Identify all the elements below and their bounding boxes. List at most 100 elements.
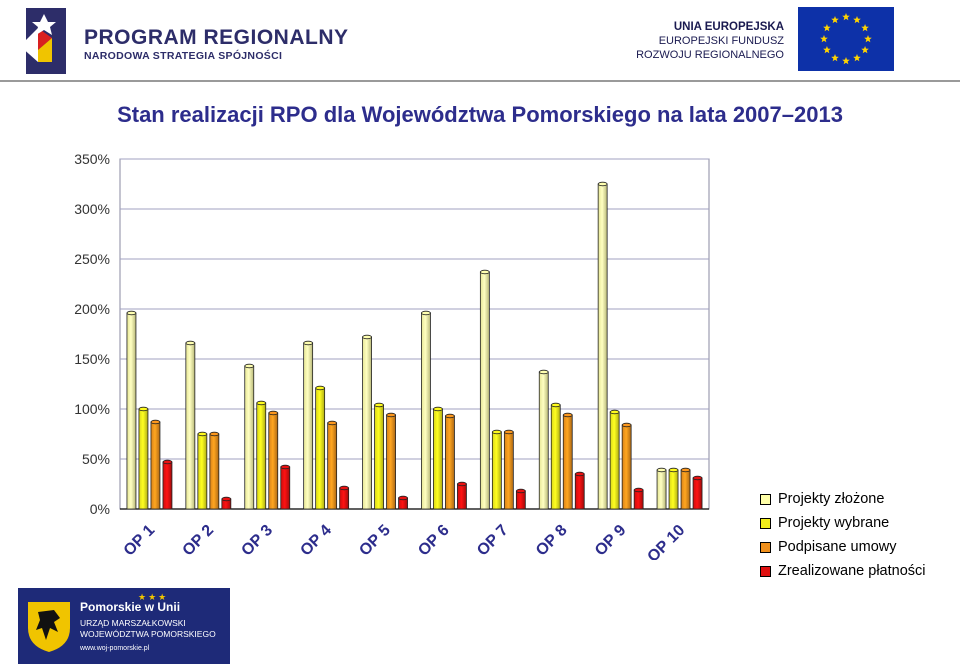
bar xyxy=(209,431,220,510)
y-tick-label: 0% xyxy=(90,501,110,517)
bar xyxy=(656,467,667,510)
bar xyxy=(315,385,326,510)
bar xyxy=(221,496,232,510)
bar xyxy=(150,419,161,510)
bar xyxy=(303,340,314,510)
x-tick-label: OP 6 xyxy=(415,522,453,560)
eu-star-icon xyxy=(820,35,828,43)
bar xyxy=(491,429,502,510)
eu-star-icon xyxy=(861,24,869,32)
bar xyxy=(668,467,679,510)
bar-chart: 0% 50% 100% 150% 200% 250% 300% 350% OP 1 OP 2 OP … xyxy=(74,151,710,560)
bar xyxy=(515,488,526,510)
legend-item-projekty-zlozone: Projekty złożone xyxy=(760,487,926,511)
bar xyxy=(386,412,396,510)
bar xyxy=(138,406,149,510)
eu-star-icon xyxy=(823,46,831,54)
pomorskie-logo: ★★★ Pomorskie w Unii URZĄD MARSZAŁKOWSKI… xyxy=(18,588,230,664)
bar xyxy=(339,485,350,510)
legend-item-zrealizowane-platnosci: Zrealizowane płatności xyxy=(760,559,926,583)
legend-label: Zrealizowane płatności xyxy=(778,563,926,579)
bar xyxy=(609,409,620,510)
x-tick-label: OP 7 xyxy=(474,522,512,560)
bar xyxy=(574,471,585,510)
eu-star-icon xyxy=(831,15,839,24)
bar xyxy=(327,420,338,510)
y-tick-label: 200% xyxy=(74,301,110,317)
bar xyxy=(256,400,267,510)
eu-line-1: UNIA EUROPEJSKA xyxy=(673,21,784,33)
program-subtitle: NARODOWA STRATEGIA SPÓJNOŚCI xyxy=(84,50,283,62)
footer-line-1: URZĄD MARSZAŁKOWSKI xyxy=(80,618,186,628)
x-tick-label: OP 10 xyxy=(644,522,688,560)
bar xyxy=(550,402,561,510)
header-divider xyxy=(0,80,960,82)
y-tick-label: 350% xyxy=(74,151,110,167)
page-header: PROGRAM REGIONALNY NARODOWA STRATEGIA SP… xyxy=(0,0,960,84)
eu-star-icon xyxy=(861,46,869,54)
x-tick-label: OP 2 xyxy=(180,522,218,560)
bar xyxy=(162,459,173,510)
eu-line-2: EUROPEJSKI FUNDUSZ xyxy=(658,35,784,47)
bar xyxy=(362,334,372,510)
bar xyxy=(445,413,455,510)
eu-star-icon xyxy=(823,24,831,32)
bar xyxy=(562,412,573,510)
footer-url: www.woj-pomorskie.pl xyxy=(80,645,150,652)
x-tick-label: OP 3 xyxy=(238,522,276,560)
bar xyxy=(503,429,514,510)
bar xyxy=(621,422,632,510)
eu-star-icon xyxy=(831,54,839,62)
program-title: PROGRAM REGIONALNY xyxy=(84,26,349,49)
x-tick-label: OP 4 xyxy=(297,522,335,560)
bar xyxy=(126,310,137,510)
program-regionalny-logo xyxy=(20,8,66,74)
y-tick-label: 150% xyxy=(74,351,110,367)
legend-swatch xyxy=(760,517,771,529)
x-tick-label: OP 8 xyxy=(533,522,571,560)
x-tick-label: OP 1 xyxy=(121,522,159,560)
bar xyxy=(457,481,467,510)
legend-item-projekty-wybrane: Projekty wybrane xyxy=(760,511,926,535)
bar xyxy=(479,269,490,510)
legend-swatch xyxy=(760,493,771,505)
legend-label: Projekty złożone xyxy=(778,491,885,507)
legend-label: Podpisane umowy xyxy=(778,539,897,555)
plot-area xyxy=(119,158,710,510)
bar xyxy=(692,475,703,510)
eu-star-icon xyxy=(842,57,850,65)
bar xyxy=(633,487,644,510)
bar xyxy=(398,495,408,510)
eu-line-3: ROZWOJU REGIONALNEGO xyxy=(636,49,784,61)
bar xyxy=(421,310,431,510)
y-tick-label: 100% xyxy=(74,401,110,417)
footer-brand: Pomorskie w Unii xyxy=(80,600,181,614)
eu-star-icon xyxy=(853,54,861,62)
legend-swatch xyxy=(760,565,771,577)
bar xyxy=(185,340,196,510)
eu-star-icon xyxy=(864,35,872,43)
x-tick-label: OP 5 xyxy=(356,522,394,560)
bar xyxy=(374,402,384,510)
bar xyxy=(280,464,291,510)
eu-flag-icon xyxy=(798,7,894,71)
x-tick-label: OP 9 xyxy=(592,522,630,560)
bar xyxy=(197,431,208,510)
stars-decoration-icon: ★★★ xyxy=(138,592,169,602)
eu-star-icon xyxy=(853,15,861,24)
y-tick-label: 250% xyxy=(74,251,110,267)
legend-label: Projekty wybrane xyxy=(778,515,890,531)
y-tick-label: 50% xyxy=(82,451,110,467)
chart-title: Stan realizacji RPO dla Województwa Pomo… xyxy=(117,102,843,127)
eu-text-block: UNIA EUROPEJSKA EUROPEJSKI FUNDUSZ ROZWO… xyxy=(636,20,784,62)
bar xyxy=(433,406,443,510)
footer-line-2: WOJEWÓDZTWA POMORSKIEGO xyxy=(80,629,216,639)
griffin-crest-icon xyxy=(28,602,70,652)
bar xyxy=(538,369,549,510)
chart-legend: Projekty złożone Projekty wybrane Podpis… xyxy=(760,487,926,583)
y-tick-label: 300% xyxy=(74,201,110,217)
bar xyxy=(597,181,608,510)
bar xyxy=(680,467,691,510)
legend-item-podpisane-umowy: Podpisane umowy xyxy=(760,535,926,559)
bar xyxy=(244,363,255,510)
